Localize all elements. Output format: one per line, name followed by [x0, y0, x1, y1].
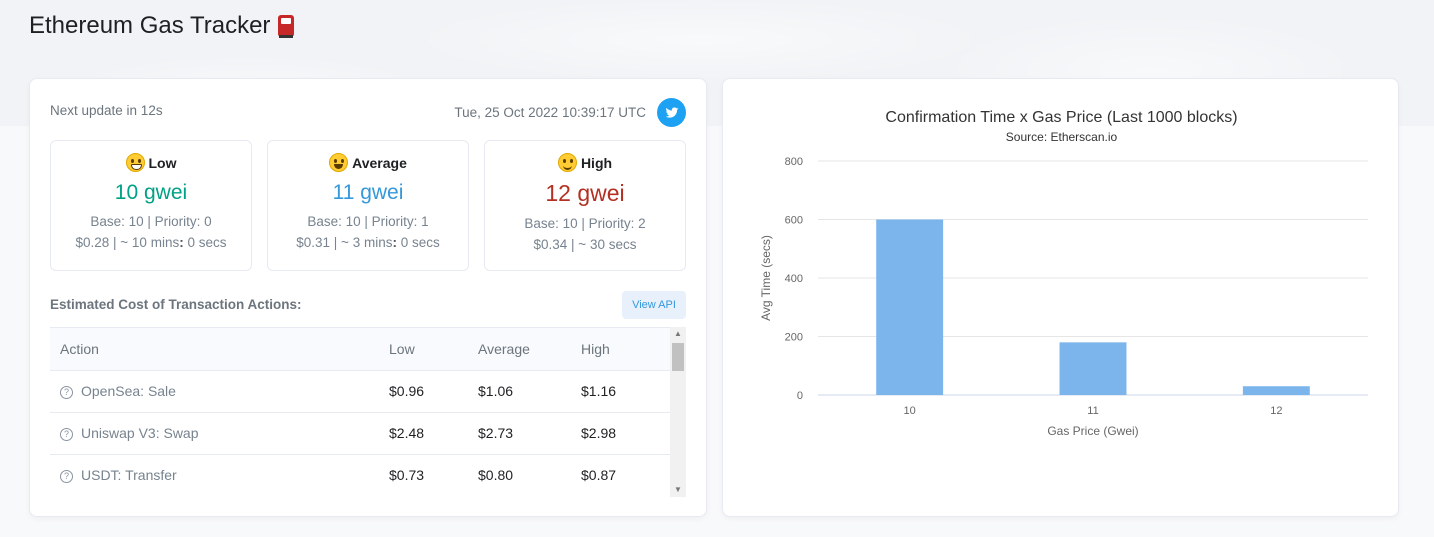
actions-table: Action Low Average High ? OpenSea: Sale $… — [50, 328, 670, 494]
gas-low-label: Low — [148, 154, 177, 171]
gas-average-cost: $0.31 | ~ 3 mins: 0 secs — [296, 235, 440, 250]
slightly-smiling-face-icon — [557, 153, 577, 172]
table-row: ? Uniswap V3: Swap $2.48 $2.73 $2.98 — [50, 412, 670, 455]
gas-low-value: 10 gwei — [114, 181, 188, 204]
column-header-action: Action — [50, 328, 389, 371]
question-circle-icon[interactable]: ? — [60, 386, 73, 399]
gas-tracker-card: Next update in 12s Tue, 25 Oct 2022 10:3… — [29, 78, 707, 517]
column-header-low: Low — [389, 328, 478, 371]
view-api-button[interactable]: View API — [622, 291, 686, 319]
chart-title: Confirmation Time x Gas Price (Last 1000… — [885, 109, 1238, 126]
gas-high-heading: High — [485, 153, 685, 172]
update-timestamp: Tue, 25 Oct 2022 10:39:17 UTC — [454, 105, 646, 120]
question-circle-icon[interactable]: ? — [60, 428, 73, 441]
table-header-row: Action Low Average High — [50, 328, 670, 371]
y-axis-label: Avg Time (secs) — [759, 235, 773, 321]
gas-low-base-priority: Base: 10 | Priority: 0 — [90, 214, 212, 229]
table-scrollbar[interactable]: ▲ ▼ — [670, 327, 686, 497]
low-cost-cell: $0.73 — [389, 454, 478, 494]
smiling-face-icon — [329, 153, 349, 172]
next-update-text: Next update in 12s — [50, 103, 163, 118]
fuel-pump-icon — [278, 15, 295, 38]
high-cost-cell: $1.16 — [581, 370, 670, 413]
gas-average-box: Average 11 gwei Base: 10 | Priority: 1 $… — [267, 140, 469, 271]
table-row: ? OpenSea: Sale $0.96 $1.06 $1.16 — [50, 370, 670, 413]
gas-low-box: Low 10 gwei Base: 10 | Priority: 0 $0.28… — [50, 140, 252, 271]
page-title: Ethereum Gas Tracker — [29, 12, 295, 40]
gas-high-cost: $0.34 | ~ 30 secs — [533, 237, 637, 252]
x-tick-label: 12 — [1270, 405, 1282, 417]
gas-high-label: High — [580, 154, 613, 171]
table-row: ? USDT: Transfer $0.73 $0.80 $0.87 — [50, 454, 670, 494]
confirmation-time-chart: 0 200 400 600 800 10 11 12 Gas Price (Gwei) Avg T… — [759, 156, 1368, 438]
low-cost-cell: $0.96 — [389, 370, 478, 413]
gas-low-heading: Low — [51, 153, 251, 172]
bar — [876, 219, 944, 395]
average-cost-cell: $1.06 — [478, 370, 581, 413]
action-cell: ? USDT: Transfer — [50, 454, 389, 494]
chart-subtitle: Source: Etherscan.io — [1005, 130, 1118, 144]
x-tick-label: 10 — [904, 405, 916, 417]
actions-section-title: Estimated Cost of Transaction Actions: — [50, 297, 302, 312]
y-tick-label: 600 — [785, 215, 803, 227]
actions-table-container: Action Low Average High ? OpenSea: Sale $… — [50, 327, 686, 494]
scrollbar-thumb[interactable] — [672, 343, 684, 371]
average-cost-cell: $2.73 — [478, 412, 581, 455]
action-cell: ? OpenSea: Sale — [50, 370, 389, 413]
scroll-up-arrow-icon[interactable]: ▲ — [674, 329, 682, 338]
twitter-icon — [665, 106, 678, 118]
y-tick-label: 0 — [797, 390, 803, 402]
gas-average-value: 11 gwei — [332, 181, 404, 204]
gas-high-box: High 12 gwei Base: 10 | Priority: 2 $0.3… — [484, 140, 686, 271]
average-cost-cell: $0.80 — [478, 454, 581, 494]
chart-card: Confirmation Time x Gas Price (Last 1000… — [722, 78, 1399, 517]
x-axis-label: Gas Price (Gwei) — [1047, 424, 1138, 438]
high-cost-cell: $0.87 — [581, 454, 670, 494]
high-cost-cell: $2.98 — [581, 412, 670, 455]
column-header-high: High — [581, 328, 670, 371]
gas-average-label: Average — [352, 154, 407, 171]
gas-average-heading: Average — [268, 153, 468, 172]
bar — [1059, 342, 1127, 395]
gas-average-base-priority: Base: 10 | Priority: 1 — [307, 214, 429, 229]
y-tick-label: 200 — [785, 332, 803, 344]
column-header-average: Average — [478, 328, 581, 371]
scroll-down-arrow-icon[interactable]: ▼ — [674, 485, 682, 494]
action-cell: ? Uniswap V3: Swap — [50, 412, 389, 455]
gas-high-base-priority: Base: 10 | Priority: 2 — [524, 216, 646, 231]
page-title-text: Ethereum Gas Tracker — [29, 12, 271, 39]
low-cost-cell: $2.48 — [389, 412, 478, 455]
x-tick-label: 11 — [1087, 405, 1098, 417]
question-circle-icon[interactable]: ? — [60, 470, 73, 483]
gas-low-cost: $0.28 | ~ 10 mins: 0 secs — [75, 235, 227, 250]
y-tick-label: 800 — [785, 156, 803, 168]
gas-high-value: 12 gwei — [545, 180, 625, 206]
bar — [1242, 386, 1310, 395]
y-tick-label: 400 — [785, 273, 803, 285]
grinning-face-icon — [125, 153, 145, 172]
twitter-share-button[interactable] — [657, 98, 686, 127]
